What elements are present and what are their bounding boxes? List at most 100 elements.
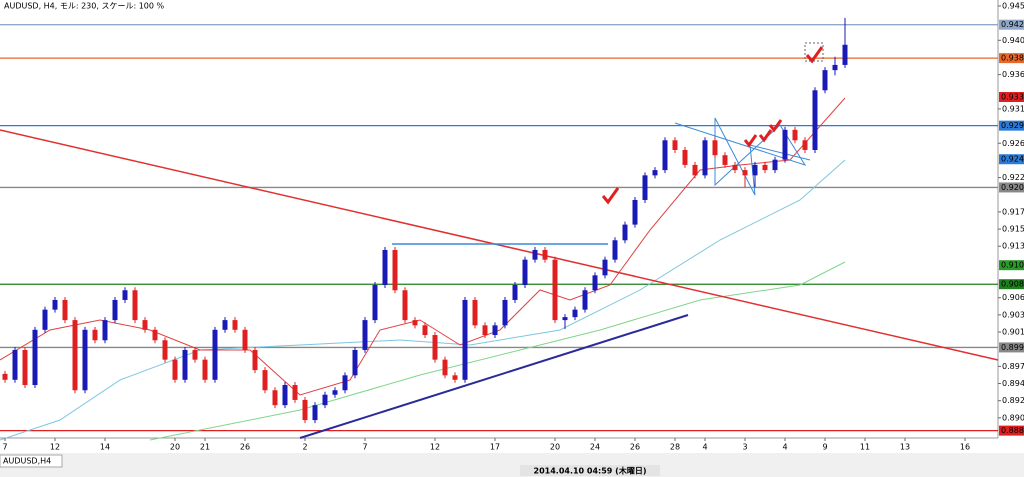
level-label: 0.88839 [1001,426,1024,435]
candle-body [132,290,138,321]
x-tick-label: 11 [860,443,870,452]
x-tick-label: 2 [302,443,307,452]
candle-body [82,329,88,391]
candle-body [832,64,838,71]
candle-body [582,290,588,310]
candle-body [492,325,498,336]
y-tick-label: 0.91770 [1002,207,1024,216]
x-tick-label: 7 [2,443,7,452]
candle-body [392,249,398,291]
candle-body [532,249,538,260]
level-label: 0.93831 [1001,54,1024,63]
level-tag [999,425,1024,436]
candle-body [172,359,178,380]
trendline [299,314,689,439]
chart-title: AUDUSD, H4, モル: 230, スケール: 100 % [4,2,165,11]
fast-ma [0,97,846,396]
level-label: 0.91056 [1001,261,1024,270]
chart-tab[interactable] [0,454,63,468]
x-tick-label: 4 [702,443,707,452]
level-tag [999,19,1024,30]
x-tick-label: 21 [200,443,210,452]
candle-body [112,299,118,321]
y-tick-label: 0.89470 [1002,379,1024,388]
candle-body [242,329,248,350]
candle-body [822,70,828,91]
candle-body [332,390,338,395]
candle-body [802,140,808,150]
candle-body [702,140,708,176]
candle-body [312,405,318,421]
candle-body [372,285,378,321]
y-tick-label: 0.90620 [1002,293,1024,302]
y-tick-label: 0.90390 [1002,310,1024,319]
indicators [0,42,999,441]
candle-body [772,159,778,171]
x-tick-label: 13 [900,443,910,452]
level-label: 0.89954 [1001,343,1024,352]
candle-body [272,390,278,406]
x-tick-label: 12 [50,443,60,452]
candle-body [442,359,448,376]
x-tick-label: 26 [630,443,640,452]
y-tick-label: 0.91540 [1002,225,1024,234]
level-tag [999,342,1024,353]
candle-body [412,320,418,326]
candle-body [792,129,798,141]
x-tick-label: 24 [590,443,600,452]
candle-body [542,249,548,260]
candle-body [142,320,148,330]
x-tick-label: 17 [490,443,500,452]
candle-body [62,299,68,321]
candle-body [382,249,388,286]
level-tag [999,53,1024,64]
tab-label[interactable]: AUDUSD,H4 [3,457,51,466]
candle-body [572,309,578,318]
check-marks [601,46,824,205]
candle-body [322,394,328,406]
level-label: 0.92476 [1001,155,1024,164]
toolbar [0,453,1024,477]
candle-body [752,164,758,176]
level-label: 0.94279 [1001,20,1024,29]
candle-body [52,299,58,310]
candle-body [422,325,428,336]
x-tick-label: 9 [822,443,827,452]
candle-body [232,320,238,330]
candle-body [562,317,568,321]
candle-body [402,290,408,321]
scrollbar[interactable] [520,465,660,476]
candle-body [642,175,648,200]
x-tick-label: 20 [170,443,180,452]
candle-body [472,299,478,326]
candle-body [512,285,518,300]
y-tick-label: 0.90160 [1002,328,1024,337]
candle-body [462,299,468,380]
level-label: 0.90801 [1001,280,1024,289]
level-tag [999,260,1024,271]
x-tick-label: 26 [240,443,250,452]
candle-body [742,170,748,176]
candle-body [722,155,728,165]
candle-body [672,140,678,150]
candle-body [42,309,48,330]
candle-body [692,164,698,176]
trendline [0,129,999,361]
y-tick-label: 0.89010 [1002,413,1024,422]
candle-body [522,259,528,286]
candle-body [12,349,18,380]
y-tick-label: 0.89700 [1002,362,1024,371]
x-tick-label: 20 [550,443,560,452]
candle-body [22,349,28,386]
candle-body [122,290,128,300]
candle-body [152,329,158,341]
candle-body [652,170,658,176]
level-tag [999,154,1024,165]
candle-body [162,340,168,360]
candle-body [762,164,768,171]
candle-body [812,90,818,150]
candle-body [482,325,488,336]
y-tick-label: 0.89240 [1002,396,1024,405]
